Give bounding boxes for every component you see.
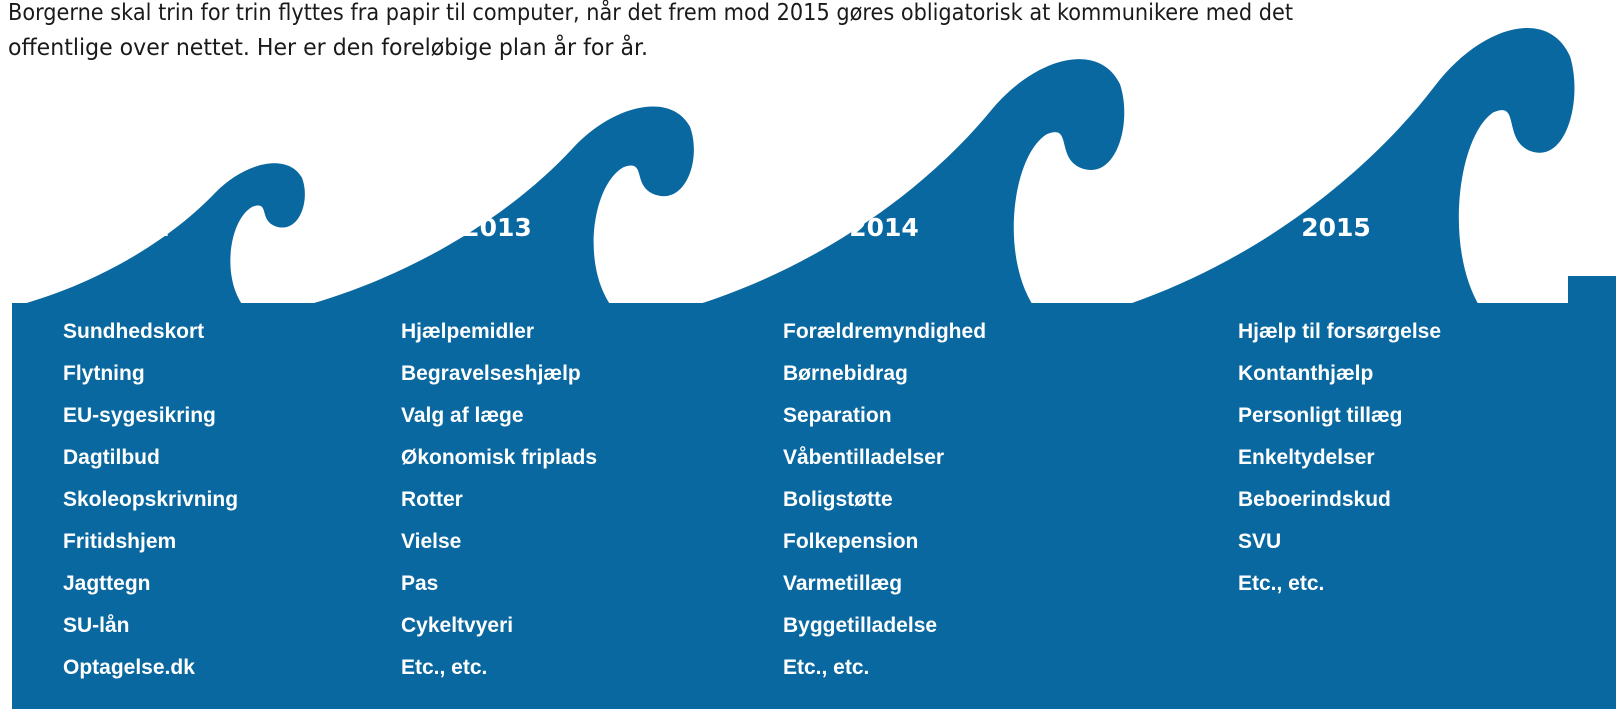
service-item: Byggetilladelse bbox=[783, 614, 937, 637]
service-item: Personligt tillæg bbox=[1238, 404, 1403, 427]
service-item: Hjælpemidler bbox=[401, 320, 534, 343]
service-item: Pas bbox=[401, 572, 438, 595]
service-item: Økonomisk friplads bbox=[401, 446, 597, 469]
service-item: Begravelseshjælp bbox=[401, 362, 581, 385]
intro-line: offentlige over nettet. Her er den forel… bbox=[8, 33, 648, 61]
service-item: Rotter bbox=[401, 488, 463, 511]
service-item: Valg af læge bbox=[401, 404, 524, 427]
year-label: 2012 bbox=[100, 213, 170, 242]
service-item: Vielse bbox=[401, 530, 461, 553]
service-item: Børnebidrag bbox=[783, 362, 908, 385]
year-label: 2014 bbox=[849, 213, 919, 242]
wave-edge bbox=[1568, 276, 1616, 306]
service-item: SVU bbox=[1238, 530, 1281, 553]
service-item: Etc., etc. bbox=[783, 656, 869, 679]
wave bbox=[690, 59, 1124, 307]
service-item: Skoleopskrivning bbox=[63, 488, 238, 511]
service-item: Separation bbox=[783, 404, 892, 427]
service-item: Enkeltydelser bbox=[1238, 446, 1375, 469]
wave bbox=[300, 106, 694, 307]
service-item: Våbentilladelser bbox=[783, 446, 944, 469]
service-item: Sundhedskort bbox=[63, 320, 204, 343]
infographic: Borgerne skal trin for trin flyttes fra … bbox=[0, 0, 1616, 709]
service-item: Folkepension bbox=[783, 530, 918, 553]
service-item: Kontanthjælp bbox=[1238, 362, 1373, 385]
service-item: Cykeltvyeri bbox=[401, 614, 513, 637]
service-item: Jagttegn bbox=[63, 572, 151, 595]
service-item: Forældremyndighed bbox=[783, 320, 986, 343]
intro-line: Borgerne skal trin for trin flyttes fra … bbox=[8, 0, 1293, 26]
service-item: Etc., etc. bbox=[1238, 572, 1324, 595]
service-item: Etc., etc. bbox=[401, 656, 487, 679]
service-item: Beboerindskud bbox=[1238, 488, 1391, 511]
service-item: Dagtilbud bbox=[63, 446, 160, 469]
service-item: Fritidshjem bbox=[63, 530, 176, 553]
service-item: EU-sygesikring bbox=[63, 404, 216, 427]
service-item: Varmetillæg bbox=[783, 572, 902, 595]
service-item: Hjælp til forsørgelse bbox=[1238, 320, 1441, 343]
year-label: 2013 bbox=[462, 213, 532, 242]
service-item: Boligstøtte bbox=[783, 488, 893, 511]
service-item: SU-lån bbox=[63, 614, 130, 637]
wave bbox=[1120, 28, 1574, 307]
service-item: Optagelse.dk bbox=[63, 656, 195, 679]
service-item: Flytning bbox=[63, 362, 145, 385]
year-label: 2015 bbox=[1301, 213, 1371, 242]
